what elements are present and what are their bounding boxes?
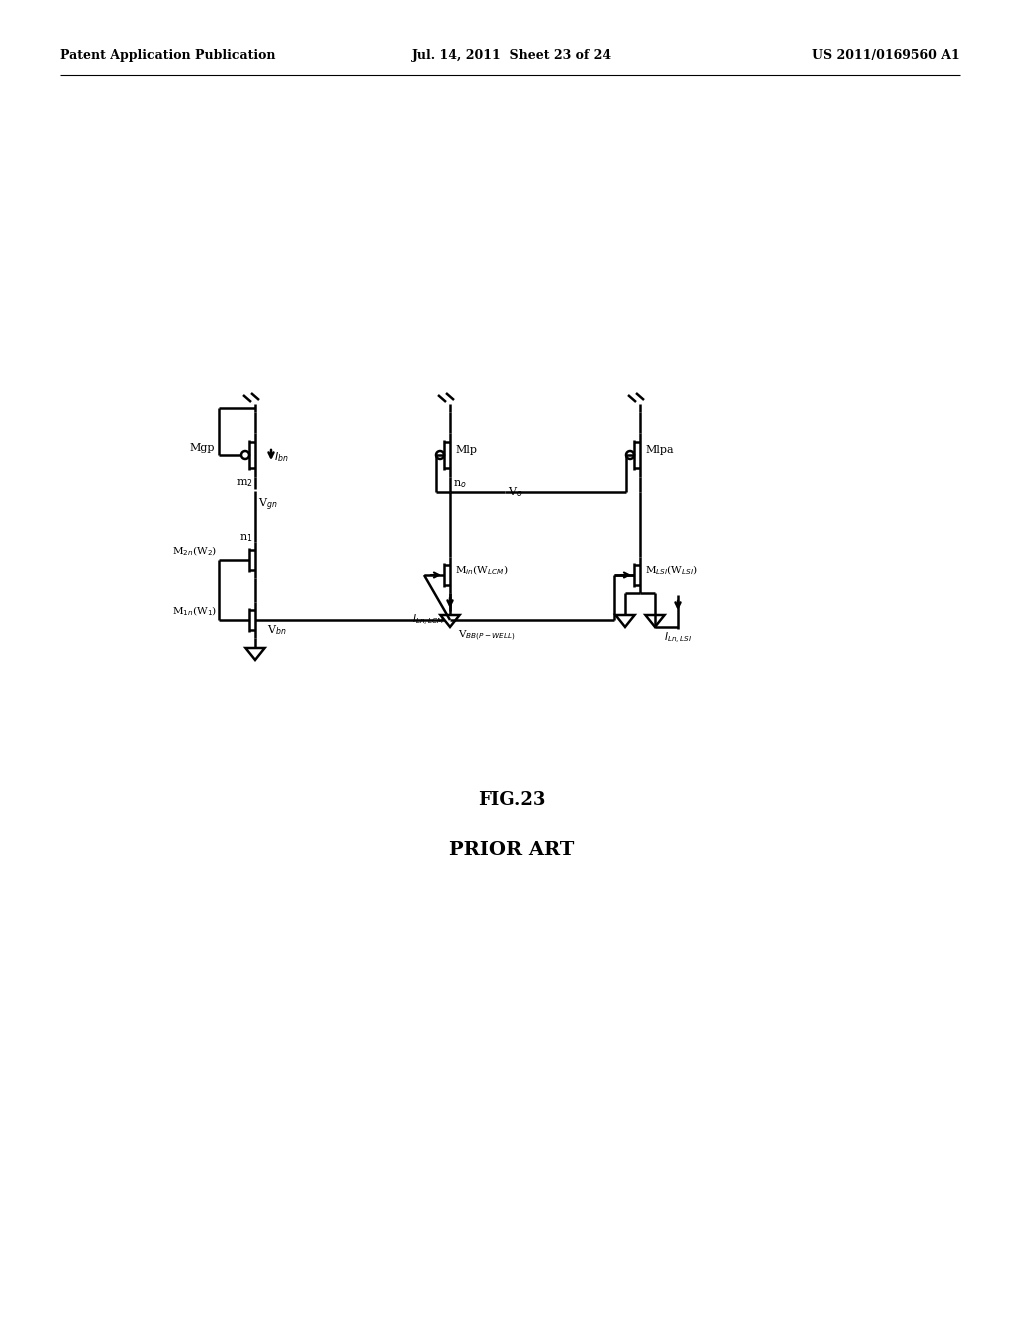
Text: V$_{bn}$: V$_{bn}$ bbox=[267, 623, 287, 636]
Text: V$_{BB(P-WELL)}$: V$_{BB(P-WELL)}$ bbox=[458, 630, 516, 643]
Text: $I_{bn}$: $I_{bn}$ bbox=[274, 450, 289, 463]
Text: M$_{1n}$(W$_1$): M$_{1n}$(W$_1$) bbox=[172, 605, 217, 618]
Text: n$_o$: n$_o$ bbox=[453, 478, 467, 490]
Text: Jul. 14, 2011  Sheet 23 of 24: Jul. 14, 2011 Sheet 23 of 24 bbox=[412, 49, 612, 62]
Text: M$_{LSI}$(W$_{LSI}$): M$_{LSI}$(W$_{LSI}$) bbox=[645, 564, 698, 577]
Text: n$_1$: n$_1$ bbox=[240, 532, 253, 544]
Text: V$_{gn}$: V$_{gn}$ bbox=[258, 498, 278, 513]
Text: Patent Application Publication: Patent Application Publication bbox=[60, 49, 275, 62]
Text: PRIOR ART: PRIOR ART bbox=[450, 841, 574, 859]
Text: US 2011/0169560 A1: US 2011/0169560 A1 bbox=[812, 49, 961, 62]
Text: m$_2$: m$_2$ bbox=[237, 478, 253, 488]
Text: Mgp: Mgp bbox=[189, 444, 215, 453]
Text: $I_{Ln,LCM}$: $I_{Ln,LCM}$ bbox=[412, 612, 444, 628]
Text: FIG.23: FIG.23 bbox=[478, 791, 546, 809]
Text: M$_{in}$(W$_{LCM}$): M$_{in}$(W$_{LCM}$) bbox=[455, 564, 509, 577]
Text: M$_{2n}$(W$_2$): M$_{2n}$(W$_2$) bbox=[172, 544, 217, 558]
Text: V$_o$: V$_o$ bbox=[508, 486, 522, 499]
Text: Mlp: Mlp bbox=[455, 445, 477, 455]
Text: Mlpa: Mlpa bbox=[645, 445, 674, 455]
Text: $I_{Ln,LSI}$: $I_{Ln,LSI}$ bbox=[664, 631, 692, 645]
